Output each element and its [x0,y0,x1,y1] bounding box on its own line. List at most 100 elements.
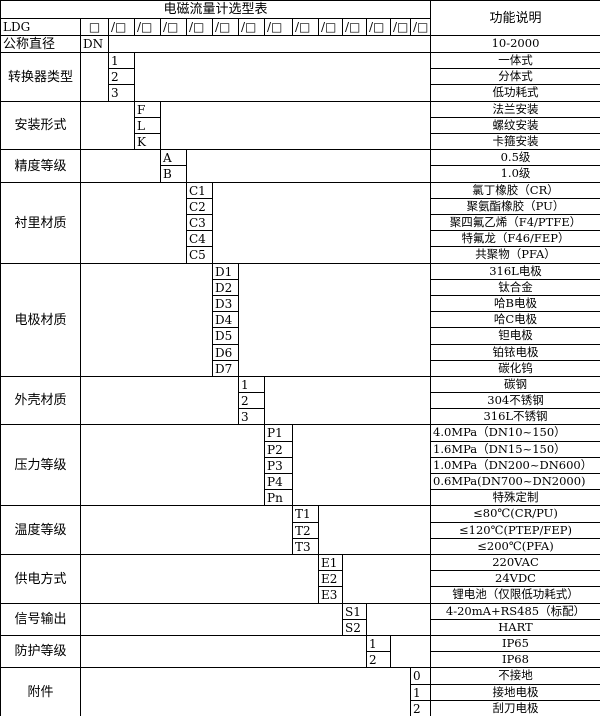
option-code: C3 [187,215,213,231]
empty-cell [81,102,135,150]
model-slot: /□ [187,19,213,36]
table-title: 电磁流量计选型表 [1,1,431,19]
option-code: D4 [213,312,239,328]
section-label: 转换器类型 [1,53,81,102]
option-code: 3 [109,85,135,102]
option-description: 哈B电极 [431,296,600,312]
option-description: 316L不锈钢 [431,409,600,425]
option-description: 特殊定制 [431,490,600,506]
empty-cell [81,636,367,668]
option-code: T1 [293,506,319,523]
section-label: 防护等级 [1,636,81,668]
model-slot: /□ [239,19,265,36]
option-code: T3 [293,539,319,555]
option-description: 哈C电极 [431,312,600,328]
option-description: 聚氨酯橡胶（PU） [431,199,600,215]
option-code: L [135,118,161,134]
empty-cell [213,183,431,264]
option-description: 0.6MPa(DN700~DN2000) [431,474,600,490]
option-code: 2 [411,701,431,716]
empty-cell [391,636,431,668]
nominal-code: DN [81,36,109,53]
model-slot: /□ [213,19,239,36]
option-code: 1 [367,636,391,652]
option-code: D6 [213,345,239,361]
option-description: 304不锈钢 [431,393,600,409]
option-code: 0 [411,668,431,685]
option-description: 一体式 [431,53,600,69]
option-code: D2 [213,280,239,296]
option-description: 法兰安装 [431,102,600,118]
model-slot: /□ [161,19,187,36]
option-code: 1 [239,377,265,393]
nominal-label: 公称直径 [1,36,81,53]
model-slot: /□ [391,19,411,36]
empty-cell [81,264,213,377]
option-code: F [135,102,161,118]
option-description: 220VAC [431,555,600,571]
model-slot: /□ [367,19,391,36]
option-description: 316L电极 [431,264,600,280]
option-description: 碳钢 [431,377,600,393]
model-slot: /□ [265,19,293,36]
option-code: D1 [213,264,239,280]
option-code: 1 [411,685,431,701]
empty-cell [81,425,265,506]
option-description: 低功耗式 [431,85,600,102]
option-code: 2 [239,393,265,409]
empty-cell [81,53,109,102]
empty-cell [81,150,161,183]
option-description: 不接地 [431,668,600,685]
section-label: 压力等级 [1,425,81,506]
option-code: E1 [319,555,343,571]
empty-cell [367,604,431,636]
option-code: C4 [187,231,213,247]
option-description: 1.0级 [431,166,600,183]
option-code: S2 [343,620,367,636]
section-label: 附件 [1,668,81,716]
option-description: 锂电池（仅限低功耗式） [431,587,600,604]
empty-cell [81,668,411,716]
model-slot: /□ [109,19,135,36]
section-label: 温度等级 [1,506,81,555]
empty-cell [187,150,431,183]
option-code: C5 [187,247,213,264]
option-description: 特氟龙（F46/FEP） [431,231,600,247]
option-code: P2 [265,442,293,458]
option-description: 共聚物（PFA） [431,247,600,264]
model-slot: /□ [343,19,367,36]
empty-cell [81,604,343,636]
empty-cell [81,377,239,425]
option-code: D5 [213,328,239,345]
option-description: 1.0MPa（DN200~DN600） [431,458,600,474]
option-description: IP68 [431,652,600,668]
option-code: Pn [265,490,293,506]
option-code: E2 [319,571,343,587]
empty-cell [239,264,431,377]
option-description: 钛合金 [431,280,600,296]
option-description: 聚四氟乙烯（F4/PTFE） [431,215,600,231]
option-code: P3 [265,458,293,474]
option-description: 24VDC [431,571,600,587]
option-code: 3 [239,409,265,425]
option-description: 1.6MPa（DN15~150） [431,442,600,458]
model-slot: □ [81,19,109,36]
model-slot: /□ [135,19,161,36]
option-code: D3 [213,296,239,312]
section-label: 供电方式 [1,555,81,604]
option-code: P1 [265,425,293,442]
option-description: 4-20mA+RS485（标配） [431,604,600,620]
option-description: 铂铱电极 [431,345,600,361]
empty-cell [319,506,431,555]
option-description: 分体式 [431,69,600,85]
empty-cell [293,425,431,506]
option-description: 螺纹安装 [431,118,600,134]
option-description: 碳化钨 [431,361,600,377]
option-description: ≤120℃(PTEP/FEP) [431,523,600,539]
option-code: T2 [293,523,319,539]
model-code: LDG [1,19,81,36]
option-description: 0.5级 [431,150,600,166]
empty-cell [81,506,293,555]
option-code: 1 [109,53,135,69]
